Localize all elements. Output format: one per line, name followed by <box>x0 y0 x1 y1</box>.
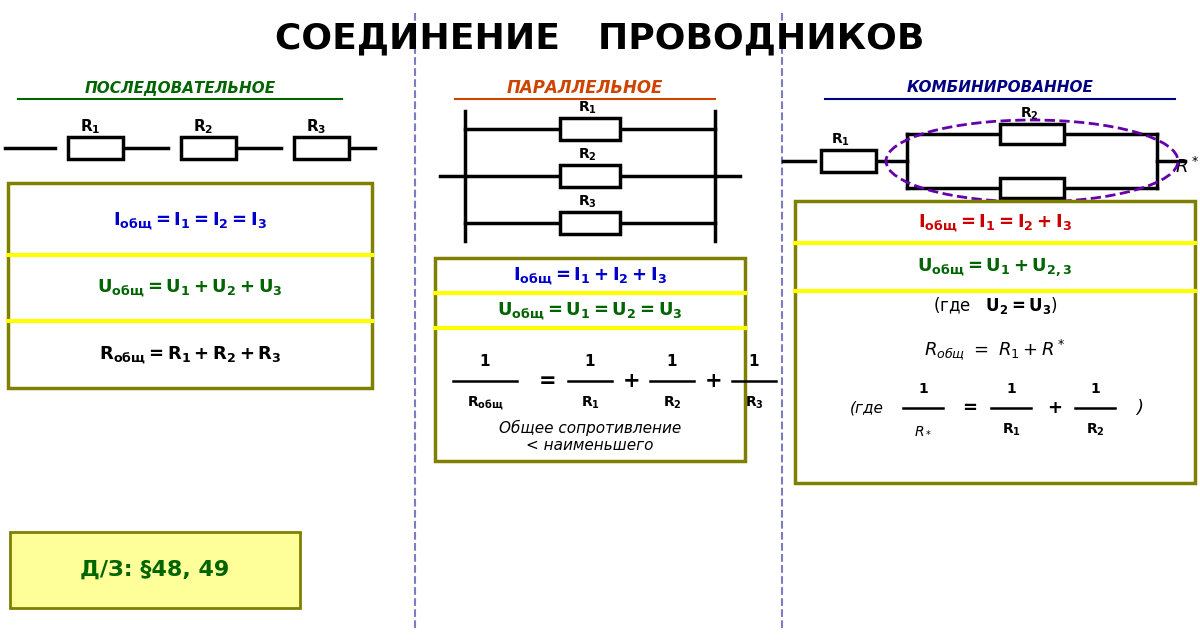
Text: 1: 1 <box>1006 382 1016 396</box>
Bar <box>434 258 745 461</box>
Text: +: + <box>623 371 641 391</box>
Text: $\mathbf{R_1}$: $\mathbf{R_1}$ <box>1002 422 1020 438</box>
Text: $\mathbf{I_{общ}= I_1 = I_2 +I_3}$: $\mathbf{I_{общ}= I_1 = I_2 +I_3}$ <box>918 213 1072 233</box>
Text: =: = <box>962 399 978 417</box>
Text: $\mathbf{R_2}$: $\mathbf{R_2}$ <box>193 117 214 136</box>
Text: $\mathbf{R_1}$: $\mathbf{R_1}$ <box>581 395 600 412</box>
Text: $\mathbf{R_1}$: $\mathbf{R_1}$ <box>830 132 850 149</box>
Text: СОЕДИНЕНИЕ   ПРОВОДНИКОВ: СОЕДИНЕНИЕ ПРОВОДНИКОВ <box>275 21 925 55</box>
Bar <box>1000 178 1064 198</box>
Text: 1: 1 <box>749 354 760 370</box>
Bar <box>796 201 1195 483</box>
Text: ПАРАЛЛЕЛЬНОЕ: ПАРАЛЛЕЛЬНОЕ <box>506 79 664 97</box>
Bar <box>10 532 300 608</box>
Text: $\mathbf{R_3}$: $\mathbf{R_3}$ <box>1020 206 1039 222</box>
Bar <box>821 150 876 172</box>
Text: 1: 1 <box>918 382 928 396</box>
Text: $\mathbf{R_3}$: $\mathbf{R_3}$ <box>578 194 596 210</box>
Text: ): ) <box>1136 399 1144 417</box>
Bar <box>1000 124 1064 144</box>
Text: $\mathbf{R_1}$: $\mathbf{R_1}$ <box>80 117 101 136</box>
Text: < наименьшего: < наименьшего <box>527 439 654 453</box>
Text: $\mathbf{I_{общ}= I_1 + I_2 + I_3}$: $\mathbf{I_{общ}= I_1 + I_2 + I_3}$ <box>514 265 667 286</box>
Text: $\mathbf{R_{общ}}$: $\mathbf{R_{общ}}$ <box>467 394 503 412</box>
Text: $\mathbf{R_3}$: $\mathbf{R_3}$ <box>306 117 326 136</box>
Text: $\mathbf{U_{общ}=U_1+U_{2,3}}$: $\mathbf{U_{общ}=U_1+U_{2,3}}$ <box>917 256 1073 278</box>
Text: +: + <box>1048 399 1062 417</box>
Text: $\mathbf{R_2}$: $\mathbf{R_2}$ <box>1020 106 1039 122</box>
Text: =: = <box>539 371 557 391</box>
Text: $\mathbf{U_{общ}= U_1= U_2 = U_3}$: $\mathbf{U_{общ}= U_1= U_2 = U_3}$ <box>497 300 683 321</box>
Text: $\mathit{R}^*$: $\mathit{R}^*$ <box>1175 157 1199 177</box>
Bar <box>67 137 122 159</box>
Text: $\mathbf{R_1}$: $\mathbf{R_1}$ <box>578 100 596 116</box>
Text: 1: 1 <box>1090 382 1100 396</box>
Bar <box>294 137 348 159</box>
Text: +: + <box>706 371 722 391</box>
Text: $\mathbf{R_2}$: $\mathbf{R_2}$ <box>1086 422 1104 438</box>
Text: $\mathbf{U_{общ}=U_1+U_2+U_3}$: $\mathbf{U_{общ}=U_1+U_2+U_3}$ <box>97 278 283 298</box>
Text: 1: 1 <box>584 354 595 370</box>
Text: Общее сопротивление: Общее сопротивление <box>499 420 682 436</box>
Text: $\mathit{R_*}$: $\mathit{R_*}$ <box>914 423 932 437</box>
Text: $\mathbf{R_2}$: $\mathbf{R_2}$ <box>662 395 682 412</box>
Text: $\mathbf{I_{общ}= I_1 = I_2 = I_3}$: $\mathbf{I_{общ}= I_1 = I_2 = I_3}$ <box>113 211 266 231</box>
Text: Д/З: §48, 49: Д/З: §48, 49 <box>80 560 229 580</box>
Text: $\mathbf{R_3}$: $\mathbf{R_3}$ <box>744 395 763 412</box>
Bar <box>8 183 372 388</box>
Text: 1: 1 <box>480 354 491 370</box>
Text: ПОСЛЕДОВАТЕЛЬНОЕ: ПОСЛЕДОВАТЕЛЬНОЕ <box>84 80 276 96</box>
Text: $\mathbf{R_{общ}=R_1+R_2+R_3}$: $\mathbf{R_{общ}=R_1+R_2+R_3}$ <box>98 345 281 365</box>
Bar <box>560 118 620 140</box>
Bar <box>560 212 620 234</box>
Text: (где   $\mathbf{U_2 = U_3}$): (где $\mathbf{U_2 = U_3}$) <box>932 294 1057 316</box>
Text: КОМБИНИРОВАННОЕ: КОМБИНИРОВАННОЕ <box>906 80 1093 96</box>
Text: 1: 1 <box>667 354 677 370</box>
Text: $\mathit{R}_{общ}\ =\ R_1+\mathit{R}^*$: $\mathit{R}_{общ}\ =\ R_1+\mathit{R}^*$ <box>924 338 1066 362</box>
Text: $\mathbf{R_2}$: $\mathbf{R_2}$ <box>578 147 596 163</box>
Bar <box>560 165 620 187</box>
Text: (где: (где <box>850 401 884 415</box>
Bar <box>180 137 235 159</box>
